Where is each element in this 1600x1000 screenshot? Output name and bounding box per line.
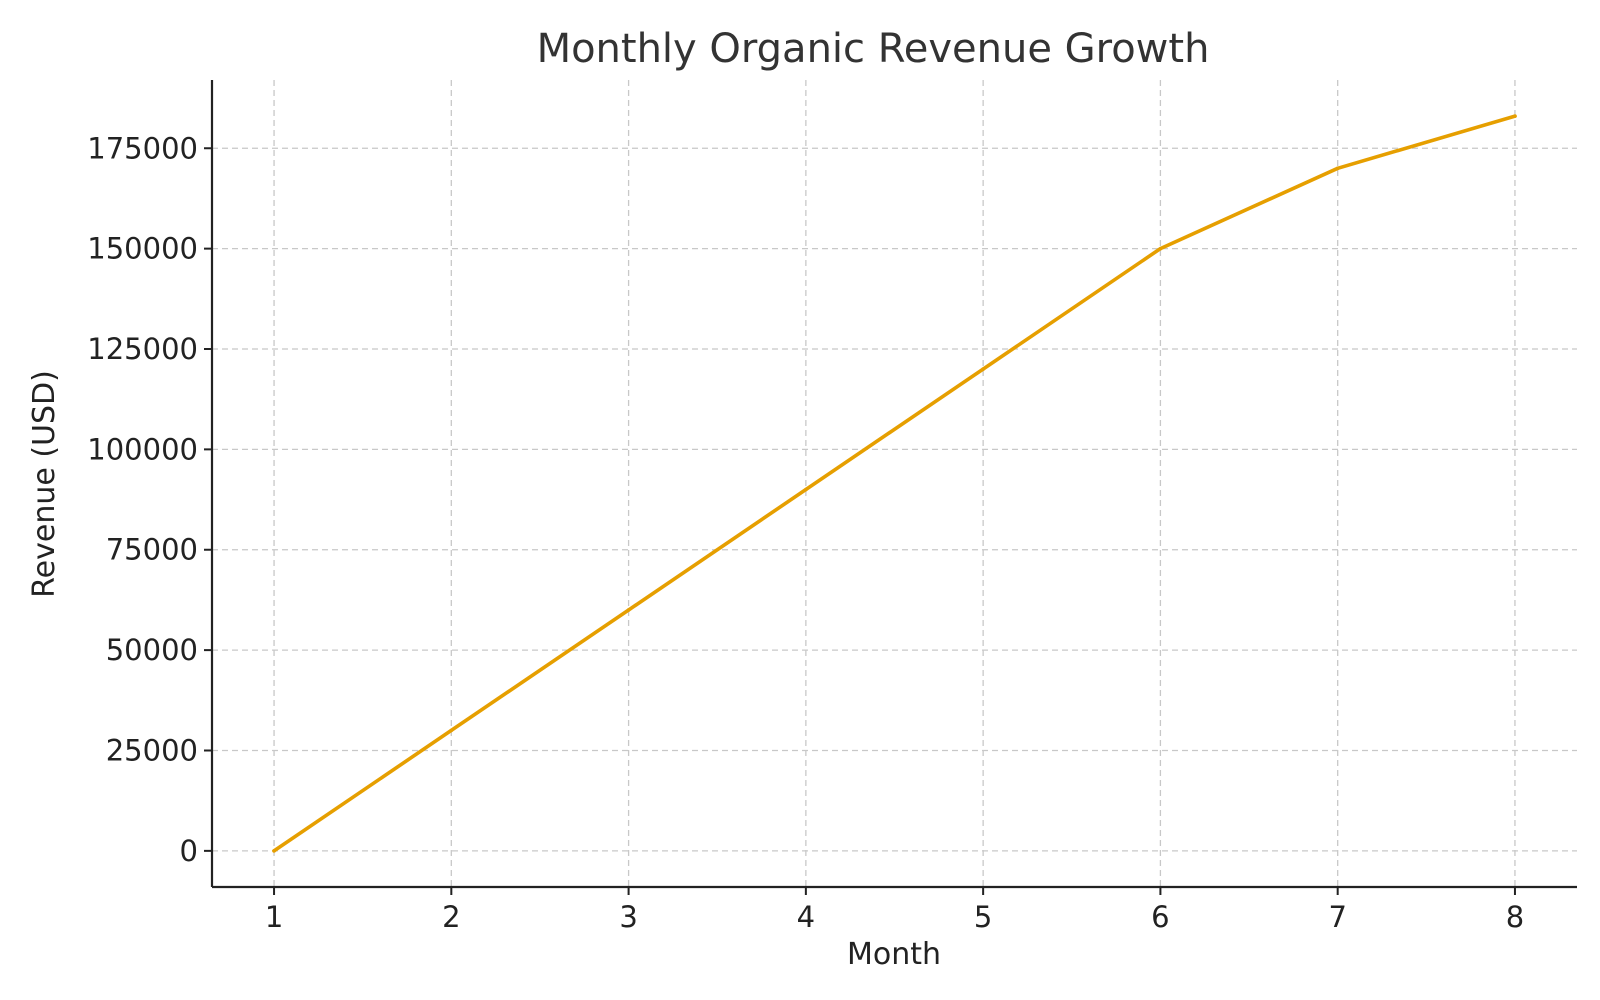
data-point: [1513, 114, 1517, 118]
data-point: [449, 728, 454, 733]
x-axis-label: Month: [847, 937, 941, 972]
x-tick-label: 1: [265, 900, 283, 934]
revenue-series-line: [272, 114, 1517, 853]
y-tick-label: 25000: [106, 733, 198, 767]
data-point: [272, 849, 276, 853]
x-tick-label: 7: [1328, 900, 1346, 934]
axis-ticks: 1 2 3 4 5 6 7 8 0 25000 50000 75000 100000 125000 1500…: [87, 131, 1524, 934]
x-tick-label: 8: [1506, 900, 1524, 934]
data-point: [626, 608, 631, 612]
y-tick-label: 100000: [87, 432, 198, 466]
y-axis-label: Revenue (USD): [27, 370, 62, 598]
y-tick-label: 175000: [87, 131, 198, 165]
x-tick-label: 6: [1151, 900, 1169, 934]
x-tick-label: 5: [974, 900, 992, 934]
x-tick-label: 4: [797, 900, 815, 934]
series-layer: [272, 114, 1517, 853]
data-point: [981, 367, 985, 371]
x-tick-label: 2: [442, 900, 460, 934]
y-tick-label: 125000: [87, 332, 198, 366]
data-point: [804, 487, 808, 492]
y-tick-label: 0: [180, 834, 198, 868]
data-point: [1158, 246, 1163, 251]
grid-lines: [212, 80, 1577, 887]
y-tick-label: 75000: [106, 533, 198, 567]
x-tick-label: 3: [619, 900, 637, 934]
y-tick-label: 50000: [106, 633, 198, 667]
chart-title: Monthly Organic Revenue Growth: [537, 26, 1210, 72]
y-tick-label: 150000: [87, 232, 198, 266]
data-point: [1335, 166, 1340, 171]
